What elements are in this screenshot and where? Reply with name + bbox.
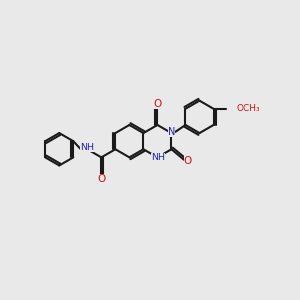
Text: O: O: [97, 174, 106, 184]
Text: OCH₃: OCH₃: [237, 104, 260, 113]
Text: O: O: [184, 156, 192, 166]
Text: O: O: [153, 99, 162, 109]
Text: NH: NH: [151, 153, 165, 162]
Text: N: N: [168, 128, 176, 137]
Text: NH: NH: [80, 143, 94, 152]
